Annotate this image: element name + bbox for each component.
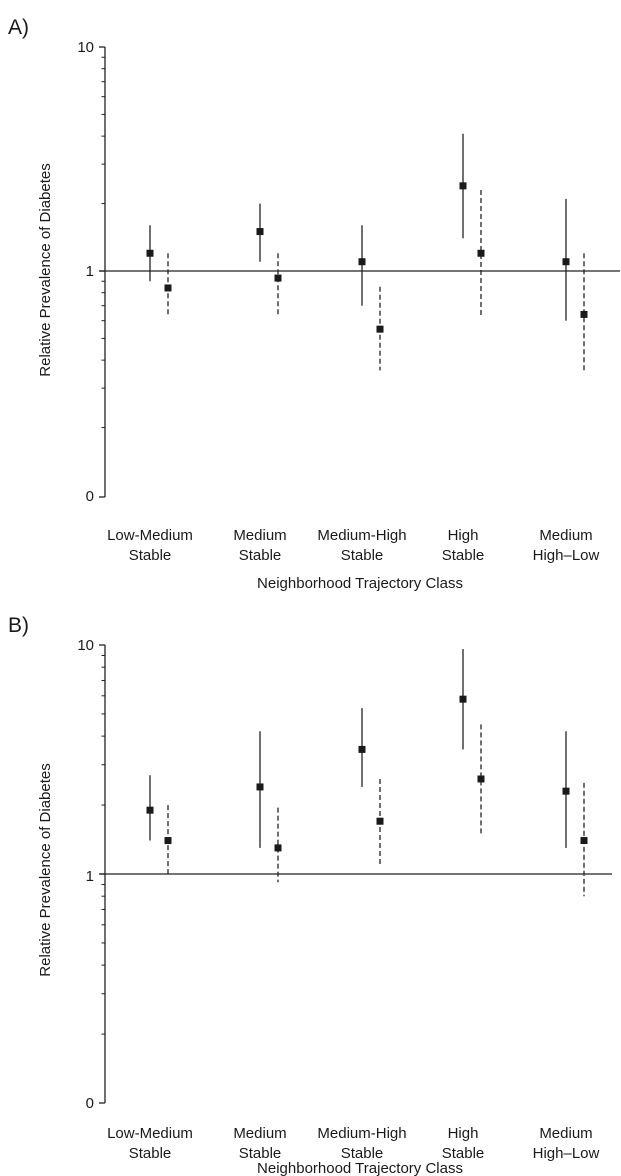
panel-a-point-solid-4: [459, 182, 467, 190]
panel-a-category-label-2-line1: Medium: [233, 527, 286, 544]
panel-a-point-solid-3: [358, 258, 366, 266]
panel-b-point-solid-2: [256, 783, 264, 791]
panel-b-category-label-4-line1: High: [448, 1125, 479, 1142]
panel-b-point-solid-5: [562, 787, 570, 795]
panel-a-category-label-4-line2: Stable: [442, 547, 485, 564]
panel-b-point-solid-4: [459, 695, 467, 703]
panel-a-point-dashed-3: [376, 325, 384, 333]
panel-a-y-axis-title: Relative Prevalence of Diabetes: [37, 163, 54, 376]
panel-b-y-ticks: [99, 644, 105, 1104]
panel-a-x-axis-title: Neighborhood Trajectory Class: [257, 575, 463, 592]
panel-b-label: B): [8, 614, 29, 637]
panel-b-point-dashed-5: [580, 837, 588, 845]
panel-b-point-dashed-1: [164, 837, 172, 845]
panel-b-point-dashed-2: [274, 844, 282, 852]
panel-b-point-dashed-3: [376, 817, 384, 825]
panel-a-category-label-2-line2: Stable: [239, 547, 282, 564]
panel-b-y-tick-label-10: 10: [77, 637, 94, 654]
panel-a-y-ticks: [99, 46, 105, 498]
panel-a-marks: [146, 133, 588, 371]
panel-a-point-dashed-1: [164, 284, 172, 292]
panel-a-category-label-3-line2: Stable: [341, 547, 384, 564]
panel-b: B) 10 1 0 Relative Prevalence of Diabete…: [8, 614, 612, 1176]
panel-b-category-label-4-line2: Stable: [442, 1145, 485, 1162]
panel-a-y-tick-label-10: 10: [77, 39, 94, 56]
panel-a-y-tick-label-0: 0: [86, 488, 94, 505]
panel-a-category-label-5-line1: Medium: [539, 527, 592, 544]
panel-b-category-label-3-line1: Medium-High: [317, 1125, 406, 1142]
panel-a-category-label-3-line1: Medium-High: [317, 527, 406, 544]
panel-a-category-label-5-line2: High–Low: [533, 547, 600, 564]
panel-b-point-dashed-4: [477, 775, 485, 783]
panel-b-category-label-3-line2: Stable: [341, 1145, 384, 1162]
panel-a-point-solid-1: [146, 249, 154, 257]
panel-a-label: A): [8, 16, 29, 39]
panel-a-category-label-1-line1: Low-Medium: [107, 527, 193, 544]
panel-b-y-tick-label-0: 0: [86, 1095, 94, 1112]
panel-a-category-label-1-line2: Stable: [129, 547, 172, 564]
panel-b-marks: [146, 649, 588, 897]
panel-a: A) 10 1 0 Relative Prevalence of Diabete…: [8, 16, 620, 592]
panel-b-y-axis-title: Relative Prevalence of Diabetes: [37, 763, 54, 976]
panel-b-point-solid-1: [146, 806, 154, 814]
panel-a-point-solid-2: [256, 228, 264, 236]
panel-b-category-label-5-line1: Medium: [539, 1125, 592, 1142]
panel-b-point-solid-3: [358, 745, 366, 753]
panel-a-point-dashed-5: [580, 310, 588, 318]
panel-b-category-label-1-line1: Low-Medium: [107, 1125, 193, 1142]
panel-b-category-label-2-line2: Stable: [239, 1145, 282, 1162]
panel-b-x-axis-title: Neighborhood Trajectory Class: [257, 1160, 463, 1176]
panel-b-category-label-5-line2: High–Low: [533, 1145, 600, 1162]
panel-b-y-tick-label-1: 1: [86, 868, 94, 885]
panel-a-point-dashed-4: [477, 249, 485, 257]
panel-b-category-label-2-line1: Medium: [233, 1125, 286, 1142]
panel-a-category-label-4-line1: High: [448, 527, 479, 544]
panel-b-category-label-1-line2: Stable: [129, 1145, 172, 1162]
panel-a-point-dashed-2: [274, 274, 282, 282]
panel-a-y-tick-label-1: 1: [86, 263, 94, 280]
panel-a-point-solid-5: [562, 258, 570, 266]
